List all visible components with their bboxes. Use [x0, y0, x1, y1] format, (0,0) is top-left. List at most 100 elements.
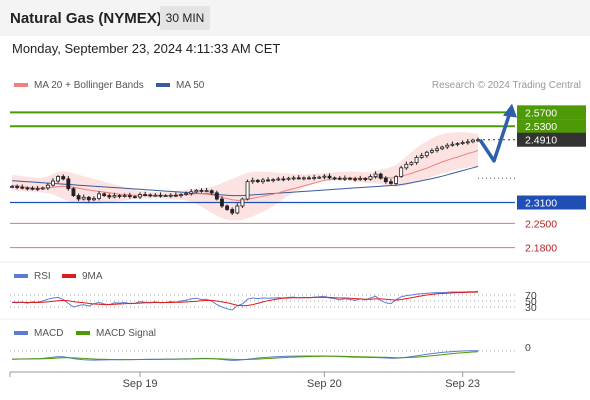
price-level-tag: [517, 105, 586, 120]
candle-body: [358, 178, 363, 181]
rsi-line: [11, 290, 479, 311]
price-level-tag: [517, 132, 586, 147]
candle-body: [337, 177, 342, 180]
candle-body: [51, 180, 55, 186]
legend-macd-signal: MACD Signal: [76, 328, 156, 339]
price-level-label: 2.5300: [525, 121, 557, 133]
ma50-label: MA 50: [176, 80, 205, 91]
candle-body: [286, 177, 291, 180]
candle-body: [450, 143, 455, 146]
candle-body: [97, 193, 101, 199]
candle-body: [424, 151, 429, 157]
candle-body: [76, 195, 81, 200]
candle-body: [383, 177, 388, 183]
price-level-label: 2.2500: [525, 218, 557, 230]
candle-body: [56, 176, 61, 182]
candle-body: [348, 177, 352, 180]
candle-body: [307, 177, 311, 180]
candle-body: [419, 155, 424, 158]
candle-body: [373, 173, 378, 177]
candle-body: [220, 198, 224, 207]
candle-body: [179, 194, 183, 196]
candle-body: [435, 148, 439, 151]
macd-label: MACD: [34, 328, 64, 339]
candle-body: [148, 194, 153, 197]
candle-body: [194, 189, 199, 193]
price-level-label: 2.5700: [525, 107, 557, 119]
rsi-label: RSI: [34, 271, 51, 282]
price-level-label: 2.3100: [525, 198, 557, 210]
candle-body: [153, 194, 158, 197]
candle-body: [199, 189, 204, 192]
rsi-swatch: [14, 274, 28, 279]
candle-body: [394, 176, 399, 184]
rsi-tick-label: 30: [525, 302, 537, 314]
candle-body: [281, 178, 286, 181]
candle-body: [40, 187, 45, 190]
candle-body: [66, 178, 71, 190]
candle-body: [389, 181, 393, 184]
rsi-tick-label: 70: [525, 290, 537, 302]
candle-body: [322, 175, 327, 178]
candle-body: [189, 191, 194, 194]
bollinger-band: [12, 132, 478, 221]
candle-body: [414, 157, 419, 164]
candle-body: [117, 195, 122, 197]
rsi-ma-line: [12, 291, 479, 307]
rsi-ma-label: 9MA: [82, 271, 103, 282]
candle-body: [240, 198, 245, 207]
macd-signal-label: MACD Signal: [96, 328, 157, 339]
price-level-label: 2.4910: [525, 135, 557, 147]
candle-body: [455, 143, 460, 145]
chart-header: Natural Gas (NYMEX) 30 MIN: [0, 0, 590, 36]
candle-body: [214, 192, 219, 200]
x-tick-label: Sep 19: [123, 378, 158, 390]
candle-body: [25, 187, 30, 190]
candle-body: [317, 176, 322, 179]
candle-body: [184, 193, 189, 195]
candle-body: [301, 177, 306, 180]
candle-body: [271, 179, 276, 182]
rsi-tick-label: 50: [525, 296, 537, 308]
candle-body: [255, 179, 260, 183]
ma20-label: MA 20 + Bollinger Bands: [34, 80, 144, 91]
candle-body: [368, 176, 373, 180]
macd-signal-line: [12, 351, 479, 361]
candle-body: [35, 188, 40, 191]
candle-body: [102, 193, 107, 196]
candle-body: [138, 194, 142, 198]
candle-body: [209, 190, 214, 194]
price-level-tag: [517, 119, 586, 134]
candle-body: [266, 179, 270, 182]
candle-body: [291, 177, 296, 180]
macd-tick-label: 0: [525, 342, 531, 354]
candle-body: [30, 187, 35, 190]
candle-body: [276, 178, 281, 181]
macd-signal-swatch: [76, 331, 90, 336]
candle-body: [429, 150, 434, 153]
candle-body: [460, 142, 465, 144]
ma50-line: [11, 165, 479, 197]
instrument-title: Natural Gas (NYMEX): [10, 10, 162, 27]
candle-body: [245, 181, 250, 200]
legend-ma20: MA 20 + Bollinger Bands: [14, 80, 144, 91]
candle-body: [71, 188, 76, 196]
candle-body: [260, 179, 265, 183]
forecast-arrowhead: [503, 103, 517, 118]
candle-body: [112, 195, 117, 198]
timeframe-button[interactable]: 30 MIN: [160, 6, 210, 30]
candle-body: [312, 177, 317, 179]
rsi-ma-swatch: [62, 274, 76, 279]
candle-body: [225, 205, 230, 210]
candle-body: [250, 179, 255, 183]
candle-body: [20, 186, 25, 189]
candle-body: [122, 195, 127, 197]
legend-macd: MACD: [14, 328, 63, 339]
candle-body: [158, 194, 163, 197]
legend-ma50: MA 50: [156, 80, 204, 91]
candle-body: [378, 173, 383, 179]
forecast-arrow: [478, 111, 512, 163]
candle-body: [173, 194, 178, 197]
candle-body: [86, 196, 91, 201]
